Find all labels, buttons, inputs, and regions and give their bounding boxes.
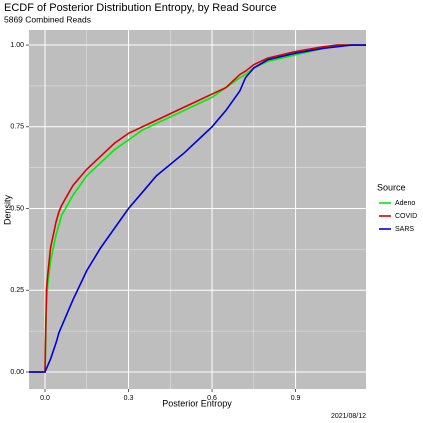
y-tick-label: 1.00 [10, 42, 24, 49]
y-axis-label: Density [2, 194, 12, 225]
y-tick-label: 0.75 [10, 124, 24, 131]
y-tick-label: 0.50 [10, 205, 24, 212]
x-tick-label: 0.3 [124, 395, 134, 402]
legend-label: SARS [395, 226, 414, 233]
chart-subtitle: 5869 Combined Reads [4, 14, 91, 24]
data-line [29, 44, 366, 373]
panel [29, 30, 366, 389]
legend-title: Source [377, 182, 406, 192]
y-tick-label: 0.25 [10, 287, 24, 294]
x-tick-label: 0.9 [291, 395, 301, 402]
legend-label: COVID [395, 213, 417, 220]
x-tick-label: 0.0 [40, 395, 50, 402]
x-tick-label: 0.6 [207, 395, 217, 402]
data-line [29, 44, 366, 373]
chart-title: ECDF of Posterior Distribution Entropy, … [4, 2, 276, 14]
legend-label: Adeno [395, 200, 415, 207]
y-tick-label: 0.00 [10, 369, 24, 376]
caption: 2021/08/12 [331, 413, 366, 420]
data-line [29, 44, 366, 373]
x-axis-label: Posterior Entropy [162, 398, 232, 408]
